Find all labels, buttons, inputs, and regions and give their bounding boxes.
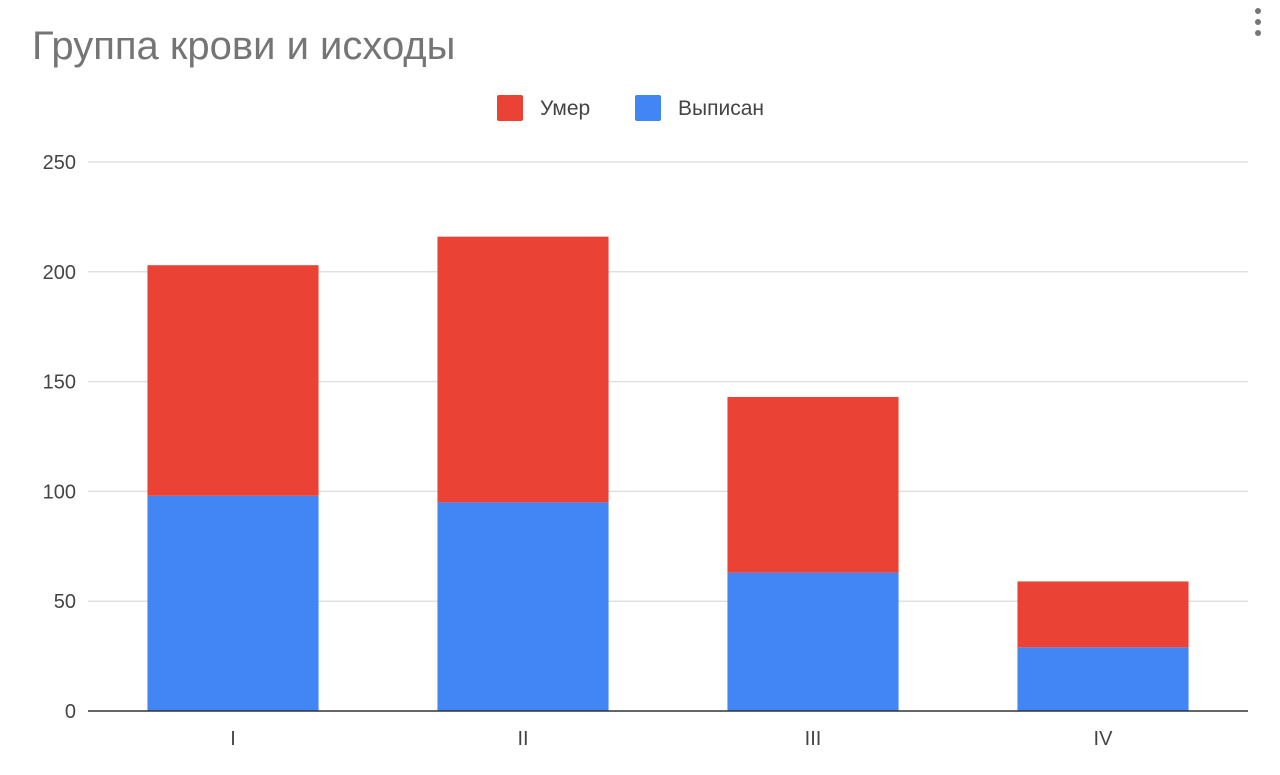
y-axis-ticks: 0 50 100 150 200 250 (43, 152, 76, 723)
bar-III-Умер[interactable] (727, 396, 899, 573)
legend: Умер Выписан (497, 95, 764, 121)
legend-label: Выписан (678, 97, 764, 120)
bar-III-Выписан[interactable] (727, 572, 899, 711)
more-vert-icon[interactable] (1248, 4, 1268, 44)
x-tick-label: I (230, 728, 236, 750)
bar-II-Умер[interactable] (437, 236, 609, 503)
bar-I-Выписан[interactable] (147, 495, 319, 711)
y-tick-label: 250 (43, 152, 76, 174)
legend-swatch (635, 95, 661, 121)
x-tick-label: III (805, 728, 822, 750)
y-tick-label: 150 (43, 372, 76, 394)
bars (147, 236, 1189, 711)
y-tick-label: 100 (43, 481, 76, 503)
x-axis-ticks: I II III IV (230, 728, 1113, 750)
chart-title: Группа крови и исходы (32, 24, 456, 68)
legend-swatch (497, 95, 523, 121)
bar-I-Умер[interactable] (147, 265, 319, 496)
x-tick-label: IV (1094, 728, 1114, 750)
y-tick-label: 0 (65, 701, 76, 723)
y-tick-label: 200 (43, 262, 76, 284)
x-tick-label: II (517, 728, 528, 750)
legend-label: Умер (540, 97, 590, 120)
bar-II-Выписан[interactable] (437, 502, 609, 711)
bar-IV-Умер[interactable] (1017, 581, 1189, 648)
bar-IV-Выписан[interactable] (1017, 647, 1189, 711)
y-tick-label: 50 (54, 591, 76, 613)
